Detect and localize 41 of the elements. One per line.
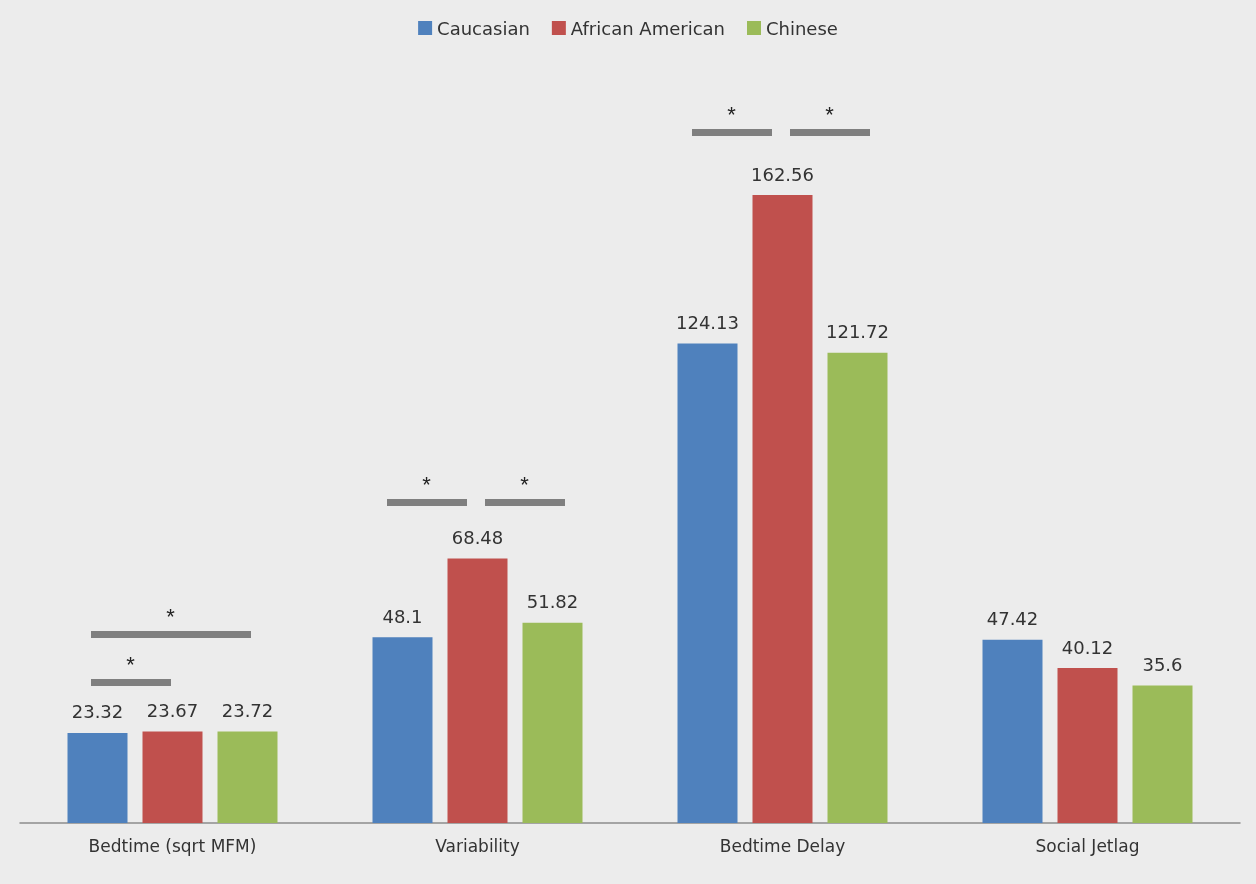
data-label: 121.72 bbox=[826, 321, 889, 343]
x-tick-label: Bedtime (sqrt MFM) bbox=[88, 835, 257, 856]
bar bbox=[752, 195, 813, 823]
bar bbox=[1057, 668, 1118, 823]
bar bbox=[522, 622, 583, 823]
legend-label: African American bbox=[570, 17, 725, 39]
x-tick-label: Social Jetlag bbox=[1035, 835, 1140, 856]
x-tick-label: Variability bbox=[435, 835, 520, 856]
data-label: 68.48 bbox=[451, 527, 504, 548]
bar bbox=[372, 637, 433, 823]
bar bbox=[142, 731, 203, 823]
data-label: 124.13 bbox=[676, 312, 739, 334]
bar bbox=[67, 732, 128, 823]
significance-bracket: * bbox=[90, 652, 171, 686]
significance-bracket: * bbox=[386, 472, 467, 506]
annotation: * bbox=[421, 472, 432, 499]
annotation: * bbox=[165, 604, 176, 631]
legend-label: Caucasian bbox=[437, 17, 530, 39]
legend-label: Chinese bbox=[765, 17, 838, 39]
data-label: 162.56 bbox=[751, 163, 814, 185]
bar bbox=[827, 352, 888, 823]
data-label: 40.12 bbox=[1061, 636, 1114, 658]
annotation: * bbox=[125, 652, 136, 679]
data-label: 47.42 bbox=[986, 608, 1039, 630]
data-label: 23.32 bbox=[71, 701, 124, 723]
bar bbox=[447, 558, 508, 823]
x-tick-label: Bedtime Delay bbox=[719, 835, 846, 856]
significance-bracket: * bbox=[90, 604, 251, 639]
bar bbox=[677, 343, 738, 823]
significance-bracket: * bbox=[484, 472, 565, 506]
significance-bracket: * bbox=[789, 102, 870, 136]
data-label: 35.6 bbox=[1142, 654, 1183, 675]
data-label: 51.82 bbox=[526, 591, 579, 613]
significance-bracket: * bbox=[691, 102, 772, 136]
bar bbox=[1132, 685, 1193, 823]
data-label: 48.1 bbox=[382, 605, 423, 627]
annotation: * bbox=[519, 472, 530, 499]
bar bbox=[982, 639, 1043, 823]
data-label: 23.67 bbox=[146, 700, 199, 722]
data-label: 23.72 bbox=[221, 699, 274, 721]
bar bbox=[217, 731, 278, 823]
